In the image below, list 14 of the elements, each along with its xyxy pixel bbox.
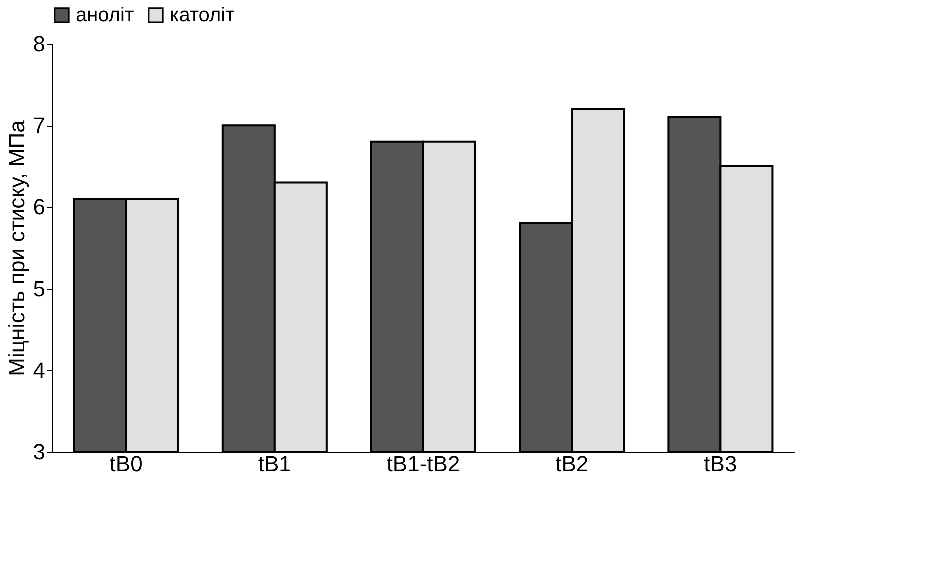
- y-tick-label: 8: [33, 32, 46, 56]
- y-tick-label: 7: [33, 113, 46, 138]
- x-tick-label: tВ1: [258, 452, 292, 476]
- x-tick-label: tВ3: [704, 452, 738, 476]
- x-tick-label: tВ0: [110, 452, 143, 476]
- x-tick-label: tВ2: [556, 452, 589, 476]
- legend-label: аноліт: [76, 4, 134, 26]
- legend-label: католіт: [170, 4, 235, 26]
- y-tick-label: 5: [33, 276, 46, 302]
- x-tick-label: tВ1-tВ2: [386, 452, 460, 476]
- y-tick-label: 4: [33, 358, 46, 383]
- y-tick-label: 6: [33, 194, 46, 220]
- y-tick-label: 3: [33, 440, 46, 464]
- y-axis-title: Міцність при стиску, МПа: [4, 120, 30, 376]
